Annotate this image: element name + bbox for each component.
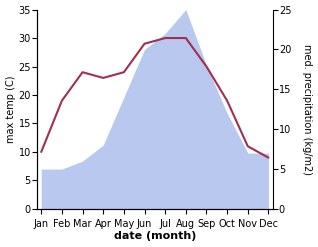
X-axis label: date (month): date (month)	[114, 231, 196, 242]
Y-axis label: med. precipitation (kg/m2): med. precipitation (kg/m2)	[302, 44, 313, 175]
Y-axis label: max temp (C): max temp (C)	[5, 76, 16, 143]
